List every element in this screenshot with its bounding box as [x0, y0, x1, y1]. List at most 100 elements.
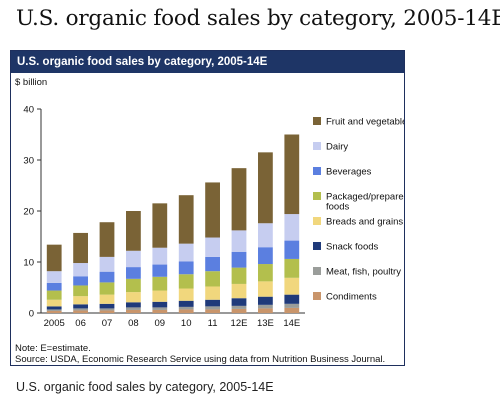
bar-segment — [258, 247, 273, 265]
bar-segment — [258, 296, 273, 305]
bar-segment — [152, 264, 168, 277]
x-tick-label: 11 — [208, 318, 218, 329]
bar-segment — [284, 214, 300, 241]
bar-segment — [284, 294, 300, 304]
bar-segment — [46, 310, 62, 313]
y-axis-label: $ billion — [15, 77, 47, 88]
legend-label: Dairy — [326, 142, 348, 153]
bar-segment — [258, 223, 273, 248]
x-tick-label: 13E — [257, 318, 274, 329]
bar-segment — [99, 294, 115, 304]
bar-segment — [205, 309, 220, 313]
bar-segment — [284, 240, 300, 259]
x-tick-label: 14E — [283, 318, 300, 329]
x-tick-label: 10 — [181, 318, 192, 329]
y-tick-label: 40 — [23, 105, 34, 116]
legend-label: Snack foods — [326, 242, 379, 253]
bar-segment — [99, 303, 115, 309]
bar-segment — [205, 286, 220, 300]
y-tick-label: 20 — [23, 207, 34, 218]
bar-segment — [73, 263, 88, 277]
bar-segment — [73, 296, 88, 305]
bar-segment — [126, 250, 141, 268]
figure-header: U.S. organic food sales by category, 200… — [11, 51, 404, 73]
bar-segment — [178, 195, 194, 244]
x-tick-label: 07 — [102, 318, 113, 329]
bar-segment — [258, 281, 273, 297]
bar-segment — [46, 299, 62, 307]
bar-segment — [178, 300, 194, 307]
bar-segment — [73, 276, 88, 286]
bar-segment — [205, 271, 220, 287]
bar-segment — [231, 168, 247, 231]
bar-segment — [258, 304, 273, 309]
bar-segment — [205, 237, 220, 257]
chart-figure: U.S. organic food sales by category, 200… — [10, 50, 405, 366]
x-tick-label: 09 — [155, 318, 166, 329]
bar-segment — [231, 283, 247, 299]
bar-segment — [284, 277, 300, 295]
bar-segment — [152, 247, 168, 265]
bar-segment — [152, 309, 168, 313]
legend-swatch — [313, 117, 321, 125]
legend-swatch — [313, 267, 321, 275]
figure-notes: Note: E=estimate. Source: USDA, Economic… — [15, 343, 385, 365]
page-title: U.S. organic food sales by category, 200… — [16, 6, 500, 31]
bar-segment — [152, 307, 168, 310]
bar-segment — [205, 306, 220, 310]
bar-segment — [126, 267, 141, 279]
bar-segment — [284, 307, 300, 313]
bar-segment — [99, 308, 115, 311]
legend-swatch — [313, 292, 321, 300]
bar-segment — [231, 305, 247, 309]
bar-segment — [205, 299, 220, 307]
bar-segment — [178, 288, 194, 301]
bar-segment — [284, 258, 300, 278]
bar-segment — [46, 306, 62, 310]
bar-segment — [73, 308, 88, 311]
y-tick-label: 10 — [23, 258, 34, 269]
bar-segment — [46, 290, 62, 300]
bar-segment — [178, 274, 194, 289]
bar-segment — [73, 285, 88, 297]
legend-label: Beverages — [326, 167, 372, 178]
bar-segment — [178, 243, 194, 262]
legend-swatch — [313, 192, 321, 200]
legend-label: Breads and grains — [326, 217, 403, 228]
legend-swatch — [313, 242, 321, 250]
bar-segment — [258, 264, 273, 282]
bar-segment — [152, 276, 168, 291]
x-tick-label: 12E — [231, 318, 248, 329]
legend-label: foods — [326, 202, 349, 213]
bar-segment — [152, 290, 168, 302]
bar-segment — [178, 261, 194, 275]
bar-segment — [284, 303, 300, 308]
bar-segment — [205, 182, 220, 238]
legend-swatch — [313, 167, 321, 175]
bar-segment — [126, 309, 141, 313]
bar-segment — [284, 134, 300, 215]
bar-segment — [99, 271, 115, 283]
x-tick-label: 08 — [128, 318, 139, 329]
bar-segment — [231, 308, 247, 313]
bar-segment — [126, 302, 141, 308]
figure-caption: U.S. organic food sales by category, 200… — [16, 380, 274, 394]
bar-segment — [46, 309, 62, 311]
bar-segment — [46, 244, 62, 272]
bar-segment — [99, 256, 115, 272]
x-tick-label: 2005 — [44, 318, 65, 329]
bar-segment — [126, 307, 141, 310]
legend-swatch — [313, 142, 321, 150]
source-text: Source: USDA, Economic Research Service … — [15, 354, 386, 365]
bar-segment — [46, 271, 62, 283]
stacked-bar-chart: $ billion 0 10 20 30 40 2005 06 07 08 09 10 11 12E 13… — [15, 77, 404, 329]
bar-segment — [73, 310, 88, 313]
bar-segment — [46, 282, 62, 291]
bar-segment — [99, 310, 115, 313]
legend-label: Packaged/prepared — [326, 192, 404, 203]
legend-label: Condiments — [326, 292, 377, 303]
legend-swatch — [313, 217, 321, 225]
bar-segment — [178, 309, 194, 313]
bar-segment — [126, 278, 141, 293]
bar-segment — [258, 308, 273, 313]
